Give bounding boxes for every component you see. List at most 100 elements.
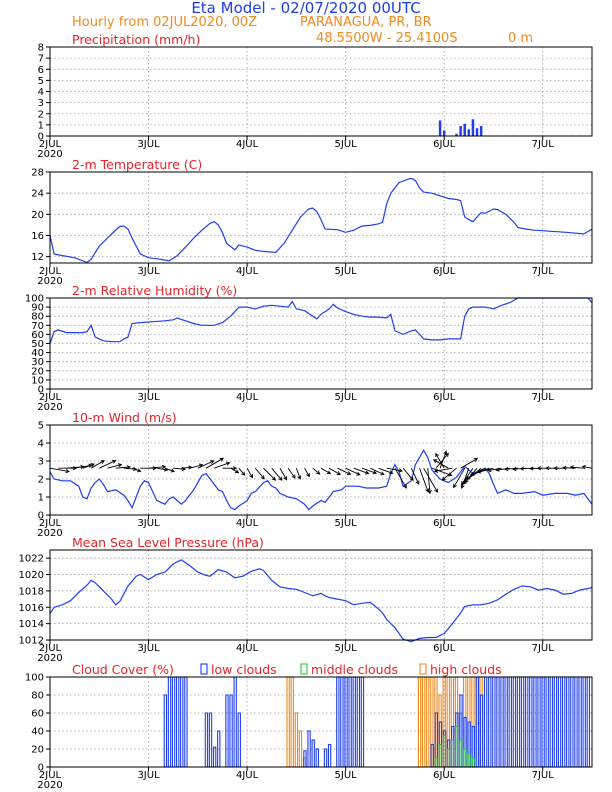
cloud-cover-xtick-label: 6JUL (433, 770, 456, 781)
low-cloud-bar (582, 676, 586, 768)
pressure-year-label: 2020 (37, 653, 62, 664)
wind-vector (431, 467, 452, 476)
wind-vector (435, 453, 449, 469)
wind-vector-head (234, 469, 240, 474)
wind-year-label: 2020 (37, 528, 62, 539)
temperature-xtick-label: 7JUL (532, 266, 555, 277)
wind-vector (107, 464, 122, 469)
wind-vector-head (433, 468, 439, 473)
wind-vector (504, 467, 519, 470)
wind-panel: 0 1 2 3 4 5 2JUL 3JUL 4JUL 5JUL 6JUL 7JUL 2020 10-m W… (37, 410, 593, 539)
cloud-cover-panel: 0 20 40 60 80 100 2JUL 3JUL 4JUL 5JUL 6JUL 7JUL 2020… (25, 662, 593, 791)
wind-vector (419, 468, 429, 493)
wind-vector (433, 459, 449, 469)
low-cloud-bar (525, 676, 529, 768)
wind-xtick-label: 6JUL (433, 518, 456, 529)
wind-vector-head (425, 488, 430, 493)
humidity-ytick-label: 80 (31, 312, 44, 323)
wind-vector-head (464, 478, 469, 483)
humidity-ytick-label: 90 (31, 303, 44, 314)
wind-vector (189, 464, 203, 469)
wind-vector (238, 467, 246, 476)
location-label: PARANAGUA, PR, BR (300, 15, 432, 30)
pressure-xtick-label: 4JUL (236, 643, 259, 654)
cloud-cover-xtick-label: 4JUL (236, 770, 259, 781)
wind-vector-head (562, 465, 567, 470)
temperature-ytick-label: 16 (31, 231, 44, 242)
low-cloud-bar (533, 676, 537, 768)
wind-vector-head (219, 457, 224, 462)
humidity-xtick-label: 7JUL (532, 392, 555, 403)
precip-bar (471, 119, 475, 136)
humidity-xtick-label: 5JUL (335, 392, 358, 403)
wind-vector-head (469, 472, 475, 476)
wind-vector (394, 467, 407, 489)
wind-vector (263, 467, 276, 481)
pressure-xtick-label: 5JUL (335, 643, 358, 654)
pressure-frame (49, 549, 593, 641)
humidity-ytick-label: 40 (31, 348, 44, 359)
precipitation-ytick-label: 7 (38, 54, 44, 65)
header: Eta Model - 02/07/2020 00UTC Hourly from… (72, 0, 533, 46)
precip-bar (479, 125, 483, 136)
low-cloud-bar (323, 748, 328, 768)
precipitation-xtick-label: 4JUL (236, 139, 259, 150)
subtitle-hourly: Hourly from 02JUL2020, 00Z (72, 15, 257, 30)
low-cloud-bar (212, 746, 217, 768)
wind-ytick-label: 1 (38, 493, 44, 504)
wind-vector (461, 467, 474, 485)
wind-vector-head (90, 463, 96, 468)
middle-cloud-bar (459, 739, 463, 768)
wind-vector-head (435, 452, 440, 458)
wind-vector-head (512, 467, 517, 472)
wind-vector-head (356, 471, 361, 476)
low-cloud-bar (204, 712, 209, 768)
precip-bar (463, 123, 466, 136)
precipitation-ytick-label: 4 (38, 87, 44, 98)
wind-vector-head (364, 470, 370, 475)
precip-bar (442, 130, 446, 136)
wind-vector-head (241, 471, 246, 476)
temperature-year-label: 2020 (37, 276, 62, 287)
wind-vector (453, 467, 466, 488)
temperature-series-line (49, 177, 593, 264)
wind-vector-head (380, 471, 385, 476)
middle-cloud-bar (447, 748, 450, 768)
low-cloud-bar (574, 676, 578, 768)
low-cloud-bar (500, 676, 504, 768)
low-cloud-bar (549, 676, 554, 768)
pressure-series-line (49, 559, 593, 643)
wind-vector (82, 463, 95, 469)
wind-vector-head (476, 469, 482, 474)
low-cloud-bar (504, 676, 508, 768)
cloud-cover-frame (49, 676, 593, 768)
wind-vector (49, 467, 69, 472)
wind-vector-head (536, 466, 542, 471)
wind-vector-head (453, 483, 457, 489)
wind-vector (304, 467, 310, 477)
wind-vector (148, 466, 166, 469)
wind-ytick-label: 5 (38, 421, 44, 432)
wind-vector (461, 468, 470, 489)
low-cloud-bar (475, 676, 480, 768)
humidity-xtick-label: 3JUL (137, 392, 160, 403)
low-cloud-bar (356, 676, 361, 768)
precip-bar (475, 128, 479, 136)
low-cloud-bar (541, 676, 545, 768)
wind-vector (402, 467, 414, 481)
wind-vector (370, 467, 385, 475)
temperature-ytick-label: 12 (31, 252, 44, 263)
coordinates-label: 48.5500W - 25.4100S (316, 31, 458, 46)
wind-vector-head (100, 460, 105, 464)
pressure-ytick-label: 1022 (19, 554, 44, 565)
humidity-ytick-label: 70 (31, 321, 44, 332)
low-cloud-bar (307, 730, 311, 768)
wind-vector (434, 467, 453, 472)
low-cloud-bar (171, 676, 176, 768)
wind-vector-head (529, 466, 534, 471)
precipitation-ytick-label: 1 (38, 120, 44, 131)
humidity-ytick-label: 20 (31, 366, 44, 377)
wind-vector (410, 468, 420, 485)
high-cloud-bar (294, 712, 299, 768)
high-cloud-bar (421, 676, 426, 768)
